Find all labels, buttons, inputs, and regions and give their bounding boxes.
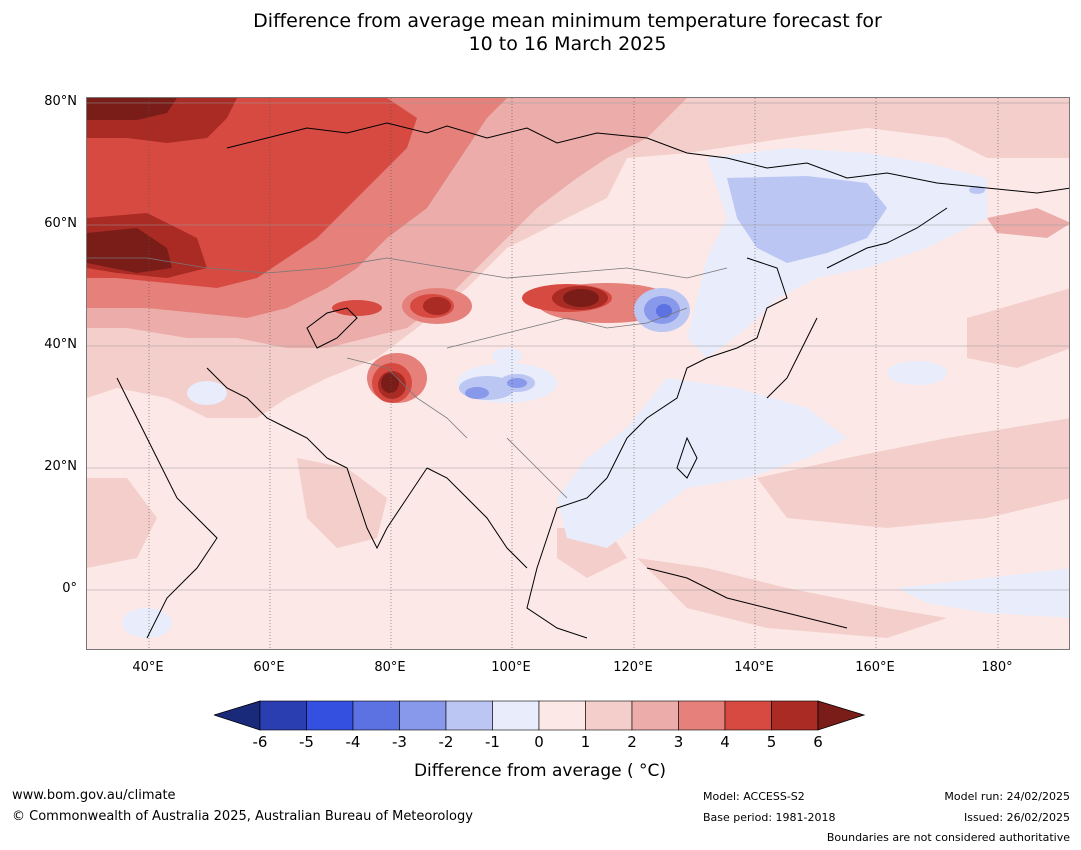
footer-issued: Issued: 26/02/2025 bbox=[963, 811, 1070, 824]
map-lat-lines bbox=[87, 102, 1069, 591]
colorbar-cell bbox=[538, 700, 586, 731]
anomaly-minus-3-4 bbox=[656, 304, 672, 318]
colorbar-extend-low bbox=[214, 700, 261, 731]
colorbar-cell bbox=[771, 700, 819, 731]
lat-label-40n: 40°N bbox=[44, 337, 77, 352]
lon-label-60e: 60°E bbox=[253, 660, 285, 675]
coastlines bbox=[116, 122, 1069, 639]
lon-label-160e: 160°E bbox=[855, 660, 895, 675]
footer-model: Model: ACCESS-S2 bbox=[703, 790, 805, 803]
footer-url[interactable]: www.bom.gov.au/climate bbox=[12, 788, 176, 803]
footer-boundaries: Boundaries are not considered authoritat… bbox=[826, 831, 1070, 844]
lon-label-100e: 100°E bbox=[491, 660, 531, 675]
colorbar-cell bbox=[724, 700, 772, 731]
colorbar-cell bbox=[492, 700, 540, 731]
lon-label-140e: 140°E bbox=[734, 660, 774, 675]
country-borders bbox=[87, 257, 728, 499]
lat-label-80n: 80°N bbox=[44, 94, 77, 109]
colorbar-tick-label: 2 bbox=[627, 733, 637, 751]
map-svg bbox=[87, 98, 1069, 649]
colorbar-cell bbox=[445, 700, 493, 731]
colorbar-tick-label: -6 bbox=[252, 733, 268, 751]
colorbar-cell bbox=[631, 700, 679, 731]
colorbar-tick-label: -4 bbox=[345, 733, 361, 751]
colorbar-cell bbox=[678, 700, 726, 731]
colorbar-tick-label: -1 bbox=[485, 733, 500, 751]
temperature-map bbox=[86, 97, 1070, 650]
colorbar-tick-label: 5 bbox=[766, 733, 777, 751]
colorbar-cell bbox=[585, 700, 633, 731]
colorbar-cell bbox=[352, 700, 400, 731]
colorbar-tick-label: 4 bbox=[720, 733, 730, 751]
map-gridlines bbox=[148, 98, 999, 649]
colorbar-extend-high bbox=[817, 700, 866, 731]
colorbar-tick-label: 6 bbox=[813, 733, 823, 751]
colorbar-tick-label: 1 bbox=[580, 733, 591, 751]
footer-base-period: Base period: 1981-2018 bbox=[703, 811, 836, 824]
chart-title: Difference from average mean minimum tem… bbox=[0, 10, 1081, 56]
lon-label-180: 180° bbox=[981, 660, 1013, 675]
colorbar bbox=[214, 700, 866, 731]
anomaly-plus-6 bbox=[87, 98, 599, 393]
colorbar-tick-label: -5 bbox=[299, 733, 314, 751]
colorbar-cell bbox=[306, 700, 354, 731]
colorbar-tick-label: 3 bbox=[673, 733, 684, 751]
lat-label-20n: 20°N bbox=[44, 459, 77, 474]
lon-label-80e: 80°E bbox=[374, 660, 406, 675]
footer-copyright: © Commonwealth of Australia 2025, Austra… bbox=[12, 809, 473, 824]
colorbar-tick-label: 0 bbox=[534, 733, 544, 751]
title-line-2: 10 to 16 March 2025 bbox=[468, 33, 667, 55]
lat-label-60n: 60°N bbox=[44, 216, 77, 231]
footer-model-run: Model run: 24/02/2025 bbox=[944, 790, 1070, 803]
colorbar-cell bbox=[399, 700, 447, 731]
lon-label-40e: 40°E bbox=[132, 660, 164, 675]
colorbar-cell bbox=[259, 700, 307, 731]
title-line-1: Difference from average mean minimum tem… bbox=[253, 10, 882, 32]
colorbar-tick-label: -2 bbox=[438, 733, 454, 751]
colorbar-cells bbox=[214, 700, 866, 731]
lat-label-0: 0° bbox=[62, 581, 77, 596]
colorbar-tick-label: -3 bbox=[392, 733, 407, 751]
colorbar-label: Difference from average ( °C) bbox=[413, 761, 667, 781]
lon-label-120e: 120°E bbox=[613, 660, 653, 675]
